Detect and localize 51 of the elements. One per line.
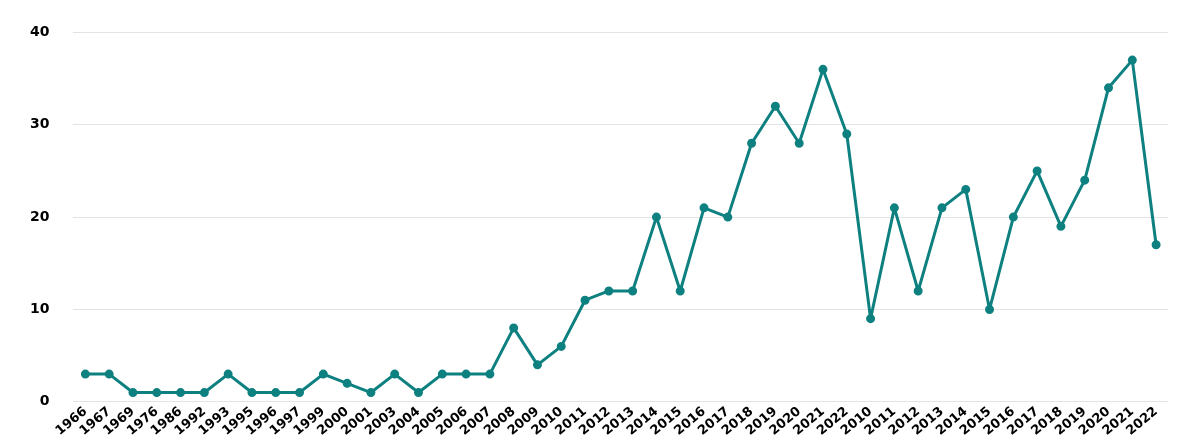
point <box>818 64 828 74</box>
point <box>199 388 209 398</box>
point <box>342 378 352 388</box>
point <box>223 369 233 379</box>
point <box>295 388 305 398</box>
point <box>866 314 876 324</box>
point <box>318 369 328 379</box>
point <box>675 286 685 296</box>
point <box>366 388 376 398</box>
y-tick-label: 10 <box>30 300 50 317</box>
point <box>271 388 281 398</box>
y-tick-label: 40 <box>30 23 50 40</box>
point <box>580 295 590 305</box>
point <box>1151 240 1161 250</box>
point <box>532 360 542 370</box>
point <box>80 369 90 379</box>
y-tick-label: 30 <box>30 115 50 132</box>
point <box>128 388 138 398</box>
point <box>556 341 566 351</box>
point <box>628 286 638 296</box>
point <box>770 101 780 111</box>
point <box>699 203 709 213</box>
point <box>413 388 423 398</box>
point <box>1104 83 1114 93</box>
point <box>985 304 995 314</box>
point <box>889 203 899 213</box>
point <box>1032 166 1042 176</box>
y-tick-label: 20 <box>30 207 50 224</box>
point <box>1056 221 1066 231</box>
point <box>1127 55 1137 65</box>
point <box>937 203 947 213</box>
point <box>104 369 114 379</box>
point <box>961 184 971 194</box>
point <box>913 286 923 296</box>
point <box>604 286 614 296</box>
point <box>247 388 257 398</box>
point <box>1008 212 1018 222</box>
point <box>794 138 804 148</box>
point <box>747 138 757 148</box>
point <box>461 369 471 379</box>
point <box>509 323 519 333</box>
point <box>1080 175 1090 185</box>
point <box>390 369 400 379</box>
y-tick-label: 0 <box>39 392 50 409</box>
point <box>485 369 495 379</box>
point <box>152 388 162 398</box>
point <box>176 388 186 398</box>
point <box>723 212 733 222</box>
point <box>842 129 852 139</box>
point <box>437 369 447 379</box>
point <box>651 212 661 222</box>
